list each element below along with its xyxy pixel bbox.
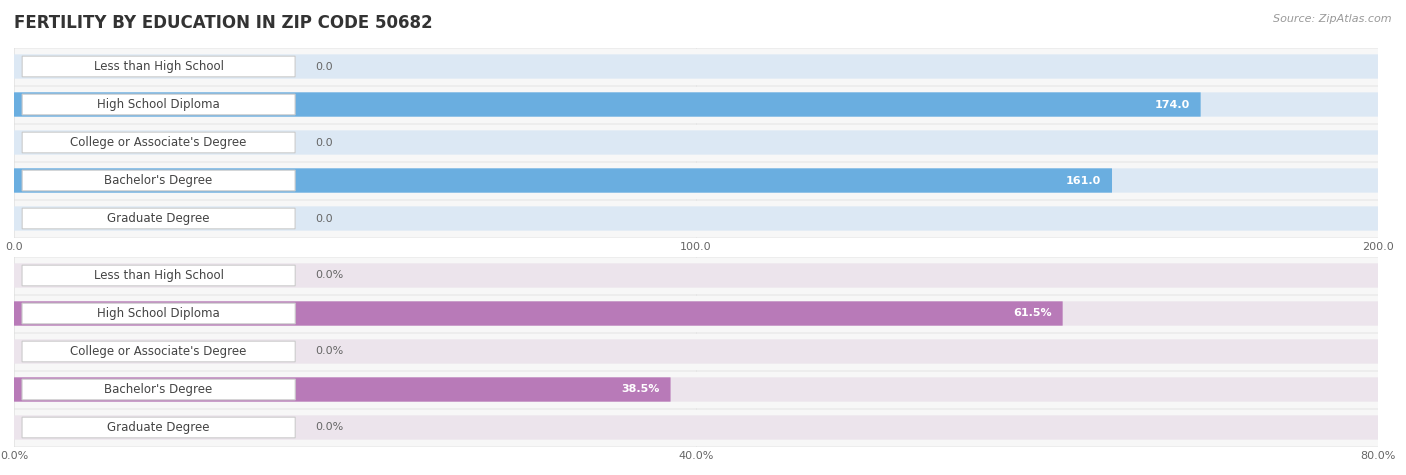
Text: FERTILITY BY EDUCATION IN ZIP CODE 50682: FERTILITY BY EDUCATION IN ZIP CODE 50682 [14, 14, 433, 32]
FancyBboxPatch shape [14, 206, 1378, 231]
Text: Less than High School: Less than High School [94, 269, 224, 282]
FancyBboxPatch shape [14, 162, 1378, 199]
Text: Source: ZipAtlas.com: Source: ZipAtlas.com [1274, 14, 1392, 24]
FancyBboxPatch shape [22, 170, 295, 191]
FancyBboxPatch shape [14, 200, 1378, 237]
Text: Graduate Degree: Graduate Degree [107, 421, 209, 434]
FancyBboxPatch shape [14, 168, 1378, 193]
FancyBboxPatch shape [22, 417, 295, 438]
Text: Bachelor's Degree: Bachelor's Degree [104, 174, 212, 187]
FancyBboxPatch shape [22, 56, 295, 77]
Text: 174.0: 174.0 [1154, 99, 1189, 110]
FancyBboxPatch shape [14, 339, 1378, 364]
Text: 0.0%: 0.0% [315, 346, 343, 357]
FancyBboxPatch shape [14, 263, 1378, 288]
FancyBboxPatch shape [22, 208, 295, 229]
FancyBboxPatch shape [14, 168, 1112, 193]
Text: 0.0%: 0.0% [315, 422, 343, 433]
FancyBboxPatch shape [22, 379, 295, 400]
FancyBboxPatch shape [14, 409, 1378, 446]
FancyBboxPatch shape [14, 371, 1378, 408]
FancyBboxPatch shape [14, 377, 1378, 402]
Text: 61.5%: 61.5% [1012, 308, 1052, 319]
FancyBboxPatch shape [14, 257, 1378, 294]
FancyBboxPatch shape [14, 86, 1378, 123]
FancyBboxPatch shape [22, 94, 295, 115]
Text: High School Diploma: High School Diploma [97, 307, 219, 320]
FancyBboxPatch shape [14, 295, 1378, 332]
FancyBboxPatch shape [14, 130, 1378, 155]
Text: High School Diploma: High School Diploma [97, 98, 219, 111]
Text: Graduate Degree: Graduate Degree [107, 212, 209, 225]
FancyBboxPatch shape [14, 333, 1378, 370]
FancyBboxPatch shape [22, 341, 295, 362]
FancyBboxPatch shape [22, 265, 295, 286]
Text: 0.0: 0.0 [315, 61, 333, 72]
FancyBboxPatch shape [22, 303, 295, 324]
Text: Bachelor's Degree: Bachelor's Degree [104, 383, 212, 396]
Text: 0.0: 0.0 [315, 213, 333, 224]
FancyBboxPatch shape [14, 301, 1063, 326]
Text: Less than High School: Less than High School [94, 60, 224, 73]
FancyBboxPatch shape [22, 132, 295, 153]
FancyBboxPatch shape [14, 48, 1378, 85]
Text: 0.0%: 0.0% [315, 270, 343, 281]
Text: College or Associate's Degree: College or Associate's Degree [70, 136, 247, 149]
FancyBboxPatch shape [14, 301, 1378, 326]
FancyBboxPatch shape [14, 54, 1378, 79]
FancyBboxPatch shape [14, 377, 671, 402]
FancyBboxPatch shape [14, 92, 1378, 117]
FancyBboxPatch shape [14, 92, 1201, 117]
Text: 0.0: 0.0 [315, 137, 333, 148]
Text: 161.0: 161.0 [1066, 175, 1101, 186]
Text: College or Associate's Degree: College or Associate's Degree [70, 345, 247, 358]
Text: 38.5%: 38.5% [621, 384, 659, 395]
FancyBboxPatch shape [14, 415, 1378, 440]
FancyBboxPatch shape [14, 124, 1378, 161]
